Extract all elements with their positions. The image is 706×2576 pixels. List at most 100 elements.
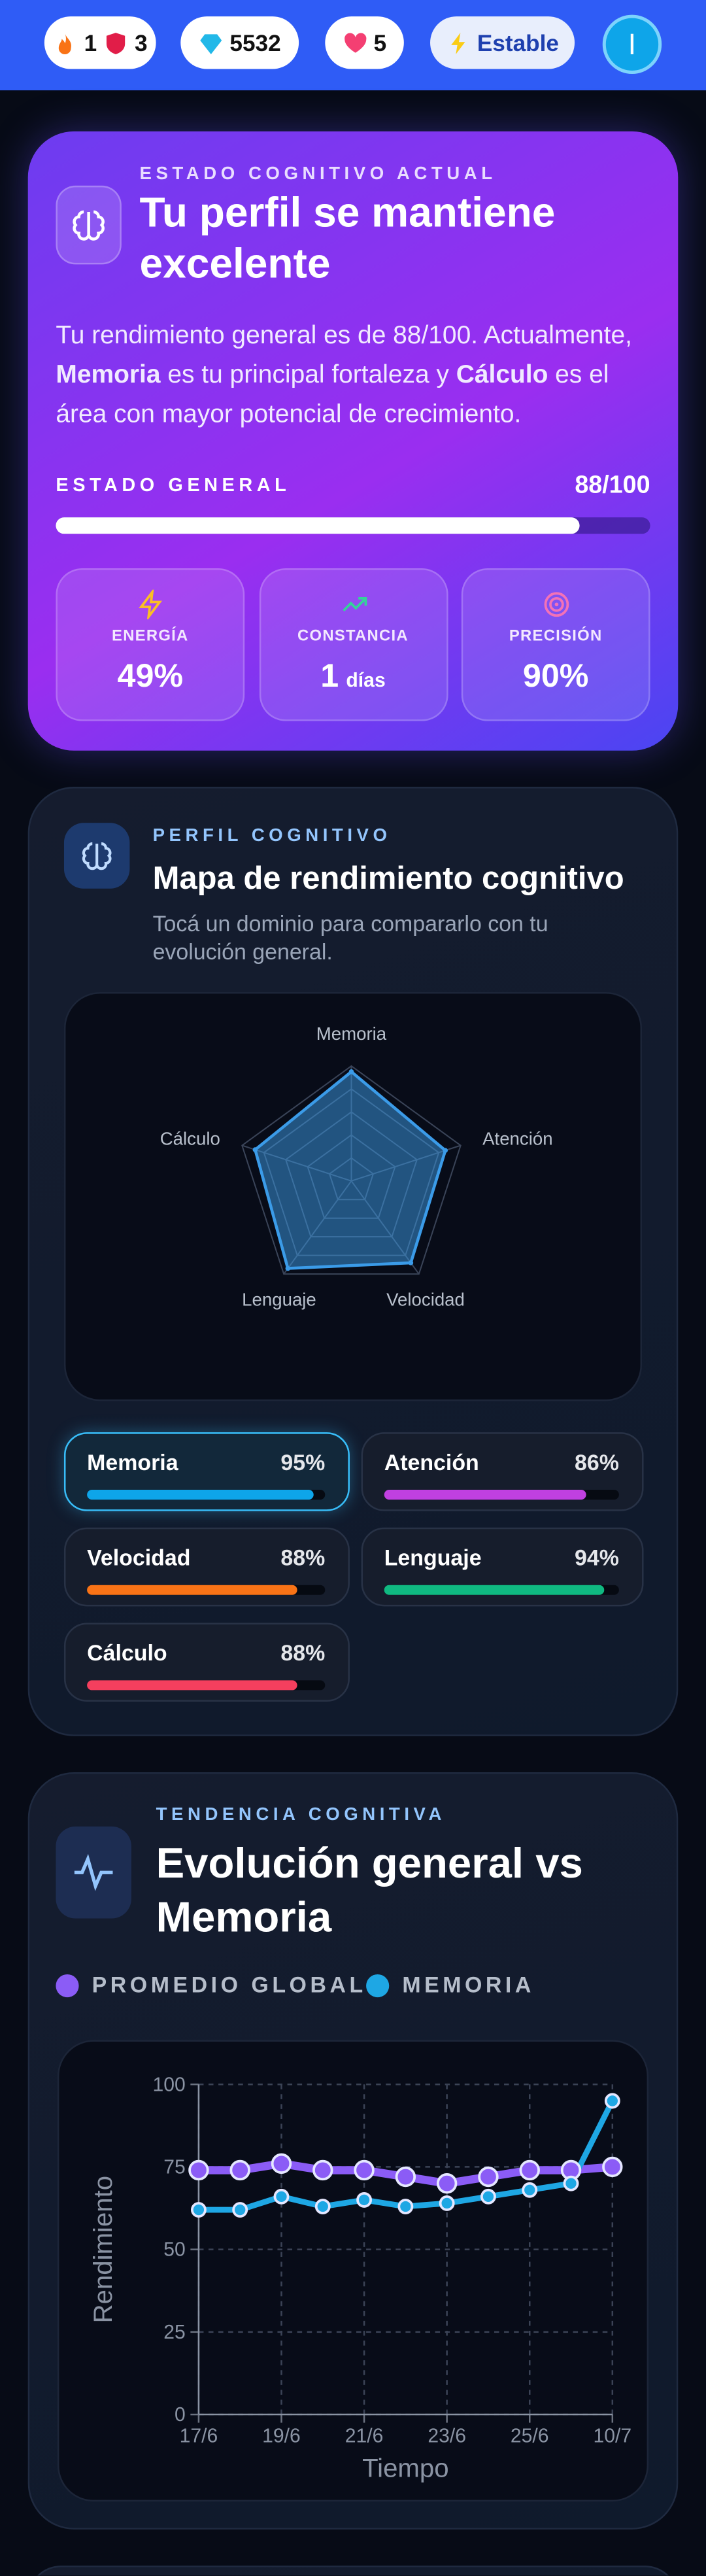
series-point: [273, 2188, 290, 2205]
radar-ring: [241, 1065, 462, 1275]
general-track: [56, 517, 650, 534]
stat-icon: [544, 592, 569, 617]
series-point: [395, 2166, 416, 2188]
radar-vertex: [348, 1069, 354, 1074]
series-point: [480, 2188, 496, 2205]
bolt-icon: [450, 31, 465, 54]
x-tick-label: 23/6: [428, 2426, 466, 2447]
stat-box: ENERGÍA 49%: [56, 568, 245, 721]
series-point: [397, 2199, 414, 2214]
domain-card[interactable]: Atención 86%: [361, 1432, 644, 1511]
domain-track: [87, 1680, 326, 1691]
lives-pill[interactable]: 5: [325, 16, 404, 69]
y-tick-label: 50: [163, 2239, 186, 2261]
stat-icon: [139, 589, 163, 619]
domain-name: Atención: [384, 1450, 479, 1475]
paragraph-text: Tu rendimiento general es de 88/100. Act…: [56, 322, 632, 350]
radar-vertex: [443, 1148, 448, 1153]
radar-box: Memoria Atención Velocidad Lenguaje Cálculo: [63, 992, 643, 1401]
series-point: [190, 2202, 207, 2218]
series-point: [436, 2172, 458, 2194]
stat-value: 1: [320, 659, 339, 695]
series-point: [271, 2153, 292, 2174]
stat-value: 49%: [117, 659, 184, 695]
legend-dot: [366, 1974, 390, 1998]
series-point: [602, 2156, 623, 2178]
y-tick-label: 25: [163, 2322, 186, 2343]
series-point: [229, 2159, 250, 2181]
series-line: [195, 2098, 616, 2213]
profile-card: PERFIL COGNITIVO Mapa de rendimiento cog…: [27, 787, 679, 1736]
domain-bar: [384, 1490, 586, 1500]
domain-bar: [87, 1585, 297, 1595]
domain-card[interactable]: Lenguaje 94%: [361, 1527, 644, 1607]
series-point: [519, 2159, 540, 2181]
pulse-icon: [74, 1853, 113, 1891]
x-tick-label: 21/6: [345, 2426, 384, 2447]
series-point: [354, 2159, 375, 2181]
radar-vertex: [285, 1265, 291, 1271]
gems-pill[interactable]: 5532: [180, 16, 299, 69]
general-label: ESTADO GENERAL: [56, 476, 291, 496]
x-tick-label: 10/7: [594, 2426, 632, 2447]
domain-track: [384, 1490, 619, 1500]
line-chart: 0 25 50 75 100 17/6 19/6 21/6 23/6 25/6 10/7 Rendim…: [88, 2074, 632, 2482]
series-point: [314, 2199, 331, 2214]
stat-value-wrap: 90%: [463, 659, 648, 696]
trend-eyebrow: TENDENCIA COGNITIVA: [156, 1805, 446, 1825]
avatar[interactable]: I: [602, 14, 662, 75]
shield-icon: [106, 31, 126, 54]
y-tick-label: 100: [153, 2074, 186, 2095]
legend-dot: [56, 1974, 79, 1998]
domain-percent: 94%: [574, 1545, 619, 1571]
radar-label: Velocidad: [386, 1290, 465, 1310]
brain-icon-box: [56, 185, 122, 265]
general-bar: [56, 517, 579, 534]
domain-name: Cálculo: [87, 1641, 167, 1666]
legend-label: PROMEDIO GLOBAL: [92, 1972, 367, 1998]
paragraph-text: es el área con mayor potencial de crecim…: [56, 361, 609, 429]
stat-value-wrap: 49%: [58, 659, 243, 696]
domain-track: [87, 1490, 326, 1500]
stat-box: CONSTANCIA 1 días: [258, 568, 448, 721]
general-value: 88/100: [575, 471, 650, 500]
stat-box: PRECISIÓN 90%: [461, 568, 650, 721]
brain-icon: [73, 210, 105, 241]
domain-bar: [384, 1585, 605, 1595]
radar-vertex: [408, 1260, 414, 1265]
domain-percent: 88%: [280, 1545, 326, 1571]
radar-label: Memoria: [316, 1023, 387, 1044]
domain-name: Lenguaje: [384, 1545, 482, 1571]
paragraph-text: es tu principal fortaleza y: [160, 361, 456, 390]
heart-icon: [344, 32, 366, 52]
trend-icon-box: [56, 1826, 131, 1919]
paragraph-bold: Cálculo: [456, 361, 548, 390]
domain-card[interactable]: Velocidad 88%: [63, 1527, 350, 1607]
profile-icon-box: [63, 823, 130, 889]
status-text: Estable: [477, 29, 559, 56]
stat-value-wrap: 1 días: [260, 659, 446, 696]
domain-name: Memoria: [87, 1450, 178, 1475]
y-tick-label: 75: [163, 2156, 186, 2178]
legend-label: MEMORIA: [402, 1972, 535, 1998]
profile-title: Mapa de rendimiento cognitivo: [152, 861, 624, 897]
gem-icon: [200, 33, 222, 54]
series-point: [478, 2166, 499, 2188]
stat-value: 90%: [522, 659, 589, 695]
domain-card[interactable]: Cálculo 88%: [63, 1623, 350, 1702]
legend: PROMEDIO GLOBAL MEMORIA: [56, 1971, 647, 2004]
radar-area: [253, 1069, 447, 1270]
x-tick-label: 25/6: [511, 2426, 549, 2447]
series-point: [188, 2159, 209, 2181]
profile-subtitle: Tocá un dominio para compararlo con tu e…: [152, 911, 548, 965]
domain-card[interactable]: Memoria 95%: [63, 1432, 350, 1511]
series-point: [312, 2159, 333, 2181]
domain-track: [87, 1585, 326, 1595]
stat-label: CONSTANCIA: [297, 627, 409, 646]
series-point: [232, 2202, 248, 2218]
radar-vertex: [252, 1147, 258, 1152]
radar-label: Cálculo: [160, 1129, 220, 1149]
trend-title: Evolución general vs Memoria: [156, 1838, 583, 1942]
streak-pill[interactable]: 1 3: [44, 16, 156, 69]
status-pill[interactable]: Estable: [430, 16, 575, 69]
